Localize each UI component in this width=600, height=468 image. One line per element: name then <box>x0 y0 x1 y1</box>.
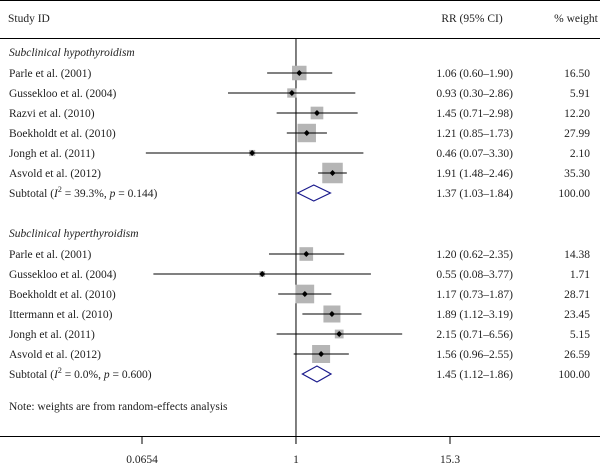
rr-ci-text: 1.56 (0.96–2.55) <box>436 349 513 361</box>
sec1-subtotal-diamond <box>301 365 333 383</box>
weight-text: 1.71 <box>570 269 590 281</box>
rr-ci-text: 1.21 (0.85–1.73) <box>436 128 513 140</box>
study-label: Asvold et al. (2012) <box>9 168 101 180</box>
study-label: Parle et al. (2001) <box>9 68 92 80</box>
sec0-study-2-point <box>313 110 320 116</box>
weight-text: 5.15 <box>570 329 590 341</box>
sec0-subtotal-diamond <box>296 184 332 202</box>
study-label: Gussekloo et al. (2004) <box>9 269 116 281</box>
sec1-study-5-point <box>318 351 325 357</box>
weight-text: 12.20 <box>564 108 590 120</box>
subtotal-label: Subtotal (I2 = 39.3%, p = 0.144) <box>9 185 157 200</box>
subtotal-label: Subtotal (I2 = 0.0%, p = 0.600) <box>9 366 152 381</box>
subtotal-rr-ci-text: 1.45 (1.12–1.86) <box>436 369 513 381</box>
weight-text: 35.30 <box>564 168 590 180</box>
header-study-id: Study ID <box>8 13 50 25</box>
subtotal-label-part: = 0.144) <box>115 188 157 200</box>
subtotal-label-part: = 0.0%, <box>62 369 104 381</box>
study-label: Jongh et al. (2011) <box>9 148 95 160</box>
sec1-study-0-point <box>303 251 310 257</box>
rr-ci-text: 1.17 (0.73–1.87) <box>436 289 513 301</box>
subtotal-label-part: I <box>53 369 59 381</box>
subtotal-label-part: I <box>53 188 59 200</box>
weight-text: 14.38 <box>564 249 590 261</box>
rr-ci-text: 2.15 (0.71–6.56) <box>436 329 513 341</box>
sec1-study-4-point <box>336 331 343 337</box>
study-label: Boekholdt et al. (2010) <box>9 289 116 301</box>
sec1-study-1-point <box>259 271 266 277</box>
subtotal-label-part: = 39.3%, <box>62 188 110 200</box>
section-title-hypothyroidism: Subclinical hypothyroidism <box>9 47 135 59</box>
rr-ci-text: 1.45 (0.71–2.98) <box>436 108 513 120</box>
subtotal-label-part: Subtotal ( <box>9 369 54 381</box>
header-rr: RR (95% CI) <box>441 13 503 25</box>
study-label: Asvold et al. (2012) <box>9 349 101 361</box>
subtotal-label-part: p <box>103 369 110 381</box>
x-tick-label-null: 1 <box>293 454 299 466</box>
header-weight: % weight <box>554 13 599 25</box>
sec0-study-5-point <box>329 170 336 176</box>
rr-ci-text: 0.93 (0.30–2.86) <box>436 88 513 100</box>
subtotal-label-part: p <box>109 188 116 200</box>
weight-text: 2.10 <box>570 148 590 160</box>
study-label: Boekholdt et al. (2010) <box>9 128 116 140</box>
section-title-hyperthyroidism: Subclinical hyperthyroidism <box>9 228 139 240</box>
subtotal-rr-ci-text: 1.37 (1.03–1.84) <box>436 188 513 200</box>
subtotal-label-part: = 0.600) <box>110 369 152 381</box>
weight-text: 16.50 <box>564 68 590 80</box>
rr-ci-text: 1.06 (0.60–1.90) <box>436 68 513 80</box>
sec0-study-4-point <box>249 150 256 156</box>
sec1-study-2-point <box>301 291 308 297</box>
sec1-study-3-point <box>328 311 335 317</box>
subtotal-weight-text: 100.00 <box>558 188 590 200</box>
subtotal-label-part: 2 <box>58 185 62 194</box>
study-label: Gussekloo et al. (2004) <box>9 88 116 100</box>
subtotal-label-part: 2 <box>58 366 62 375</box>
subtotal-label-part: Subtotal ( <box>9 188 54 200</box>
rr-ci-text: 0.46 (0.07–3.30) <box>436 148 513 160</box>
rr-ci-text: 1.91 (1.48–2.46) <box>436 168 513 180</box>
weight-text: 5.91 <box>570 88 590 100</box>
sec0-study-0-point <box>296 70 303 76</box>
weight-text: 28.71 <box>564 289 590 301</box>
study-label: Ittermann et al. (2010) <box>9 309 113 321</box>
rr-ci-text: 1.89 (1.12–3.19) <box>436 309 513 321</box>
rr-ci-text: 1.20 (0.62–2.35) <box>436 249 513 261</box>
study-label: Jongh et al. (2011) <box>9 329 95 341</box>
study-label: Razvi et al. (2010) <box>9 108 95 120</box>
sec0-study-3-point <box>303 130 310 136</box>
x-tick-label-max: 15.3 <box>440 454 460 466</box>
x-tick-label-min: 0.0654 <box>126 454 158 466</box>
rr-ci-text: 0.55 (0.08–3.77) <box>436 269 513 281</box>
weight-text: 23.45 <box>564 309 590 321</box>
study-label: Parle et al. (2001) <box>9 249 92 261</box>
weight-text: 26.59 <box>564 349 590 361</box>
subtotal-weight-text: 100.00 <box>558 369 590 381</box>
footnote: Note: weights are from random-effects an… <box>9 401 228 413</box>
weight-text: 27.99 <box>564 128 590 140</box>
sec0-study-1-point <box>288 90 295 96</box>
